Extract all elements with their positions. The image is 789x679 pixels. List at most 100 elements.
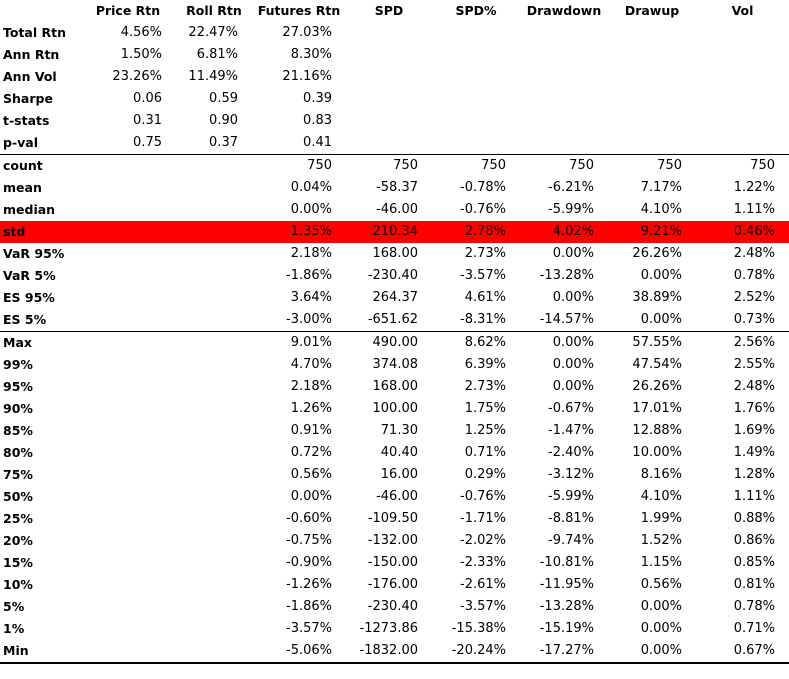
row-label: mean	[3, 180, 42, 195]
table-cell	[696, 22, 789, 44]
table-cell: -9.74%	[548, 533, 594, 548]
table-cell	[176, 486, 252, 508]
table-cell: 0.88%	[733, 511, 775, 526]
table-cell: 0.31	[133, 113, 162, 128]
table-cell	[696, 132, 789, 155]
table-cell: 264.37	[372, 290, 419, 305]
table-cell: 0.00%	[640, 599, 682, 614]
table-row: 15% -0.90% -150.00 -2.33% -10.81% 1.15% 0.85%	[0, 552, 789, 574]
table-cell: 0.85%	[733, 555, 775, 570]
table-cell	[346, 88, 432, 110]
table-cell: 1.15%	[640, 555, 682, 570]
table-cell	[80, 508, 176, 530]
table-cell: 4.10%	[640, 489, 682, 504]
table-cell: 0.00%	[552, 290, 594, 305]
table-cell: 1.28%	[733, 467, 775, 482]
table-cell	[346, 44, 432, 66]
table-row: Sharpe 0.06 0.59 0.39	[0, 88, 789, 110]
table-cell	[176, 265, 252, 287]
table-cell: -13.28%	[539, 268, 594, 283]
table-cell	[176, 309, 252, 332]
table-cell: -5.99%	[548, 202, 594, 217]
table-row: Ann Vol 23.26% 11.49% 21.16%	[0, 66, 789, 88]
table-cell: 22.47%	[188, 25, 238, 40]
table-cell	[176, 574, 252, 596]
table-row: mean 0.04% -58.37 -0.78% -6.21% 7.17% 1.22%	[0, 177, 789, 199]
table-cell: 2.18%	[290, 246, 332, 261]
table-cell	[176, 199, 252, 221]
table-cell: 1.25%	[464, 423, 506, 438]
table-cell: 4.10%	[640, 202, 682, 217]
table-cell	[520, 66, 608, 88]
table-cell: 750	[696, 154, 789, 177]
table-cell	[80, 243, 176, 265]
table-cell	[176, 596, 252, 618]
table-cell: 750	[252, 154, 346, 177]
row-label: std	[0, 221, 80, 243]
row-label: ES 95%	[3, 290, 55, 305]
table-cell: 6.39%	[464, 357, 506, 372]
table-cell: 1.76%	[733, 401, 775, 416]
table-row: 99% 4.70% 374.08 6.39% 0.00% 47.54% 2.55%	[0, 354, 789, 376]
table-cell: 0.81%	[733, 577, 775, 592]
table-cell: -1832.00	[346, 640, 432, 664]
table-cell: 750	[346, 154, 432, 177]
table-cell: -0.76%	[460, 202, 506, 217]
table-cell: 490.00	[346, 331, 432, 354]
table-cell	[176, 221, 252, 243]
table-cell: -230.40	[367, 599, 418, 614]
table-cell: 0.73%	[733, 312, 775, 327]
table-cell: -3.12%	[548, 467, 594, 482]
table-row: 1% -3.57% -1273.86 -15.38% -15.19% 0.00% 0.71%	[0, 618, 789, 640]
table-cell: -2.40%	[548, 445, 594, 460]
table-cell: -20.24%	[432, 640, 520, 664]
row-label: Max	[0, 331, 80, 354]
table-cell: 2.48%	[733, 379, 775, 394]
table-cell: 0.46%	[696, 221, 789, 243]
table-cell: 2.78%	[432, 221, 520, 243]
table-cell	[80, 596, 176, 618]
header-cell-roll-rtn: Roll Rtn	[186, 3, 242, 18]
header-cell-futures-rtn: Futures Rtn	[257, 3, 341, 18]
table-cell: 16.00	[380, 467, 418, 482]
table-cell: 0.72%	[290, 445, 332, 460]
table-cell: -2.33%	[460, 555, 506, 570]
table-cell: -0.78%	[460, 180, 506, 195]
table-cell: 0.06	[133, 91, 162, 106]
table-cell: 0.91%	[290, 423, 332, 438]
table-cell	[80, 287, 176, 309]
table-cell	[696, 110, 789, 132]
table-row: 75% 0.56% 16.00 0.29% -3.12% 8.16% 1.28%	[0, 464, 789, 486]
table-cell	[608, 110, 696, 132]
table-cell: 26.26%	[632, 246, 682, 261]
table-cell: -132.00	[367, 533, 418, 548]
table-cell: 21.16%	[282, 69, 332, 84]
table-row: p-val 0.75 0.37 0.41	[0, 132, 789, 155]
table-row: Total Rtn 4.56% 22.47% 27.03%	[0, 22, 789, 44]
table-row: ES 95% 3.64% 264.37 4.61% 0.00% 38.89% 2.52%	[0, 287, 789, 309]
table-cell: -1.86%	[286, 599, 332, 614]
table-row: Max 9.01% 490.00 8.62% 0.00% 57.55% 2.56%	[0, 331, 789, 354]
table-cell	[608, 44, 696, 66]
table-cell: 0.00%	[290, 489, 332, 504]
table-cell: -0.67%	[548, 401, 594, 416]
row-label: 99%	[3, 357, 33, 372]
table-cell: -2.02%	[460, 533, 506, 548]
table-cell	[346, 110, 432, 132]
table-cell: 0.83	[303, 113, 332, 128]
table-cell	[432, 110, 520, 132]
table-row: Ann Rtn 1.50% 6.81% 8.30%	[0, 44, 789, 66]
row-label: t-stats	[3, 113, 50, 128]
table-cell: 1.35%	[252, 221, 346, 243]
table-cell	[432, 22, 520, 44]
table-cell: -230.40	[367, 268, 418, 283]
table-cell	[520, 88, 608, 110]
table-cell: 3.64%	[290, 290, 332, 305]
table-cell: 2.73%	[464, 246, 506, 261]
header-cell-vol: Vol	[731, 3, 754, 18]
table-cell: 4.70%	[290, 357, 332, 372]
table-cell	[80, 486, 176, 508]
table-cell: 750	[432, 154, 520, 177]
table-cell	[80, 618, 176, 640]
